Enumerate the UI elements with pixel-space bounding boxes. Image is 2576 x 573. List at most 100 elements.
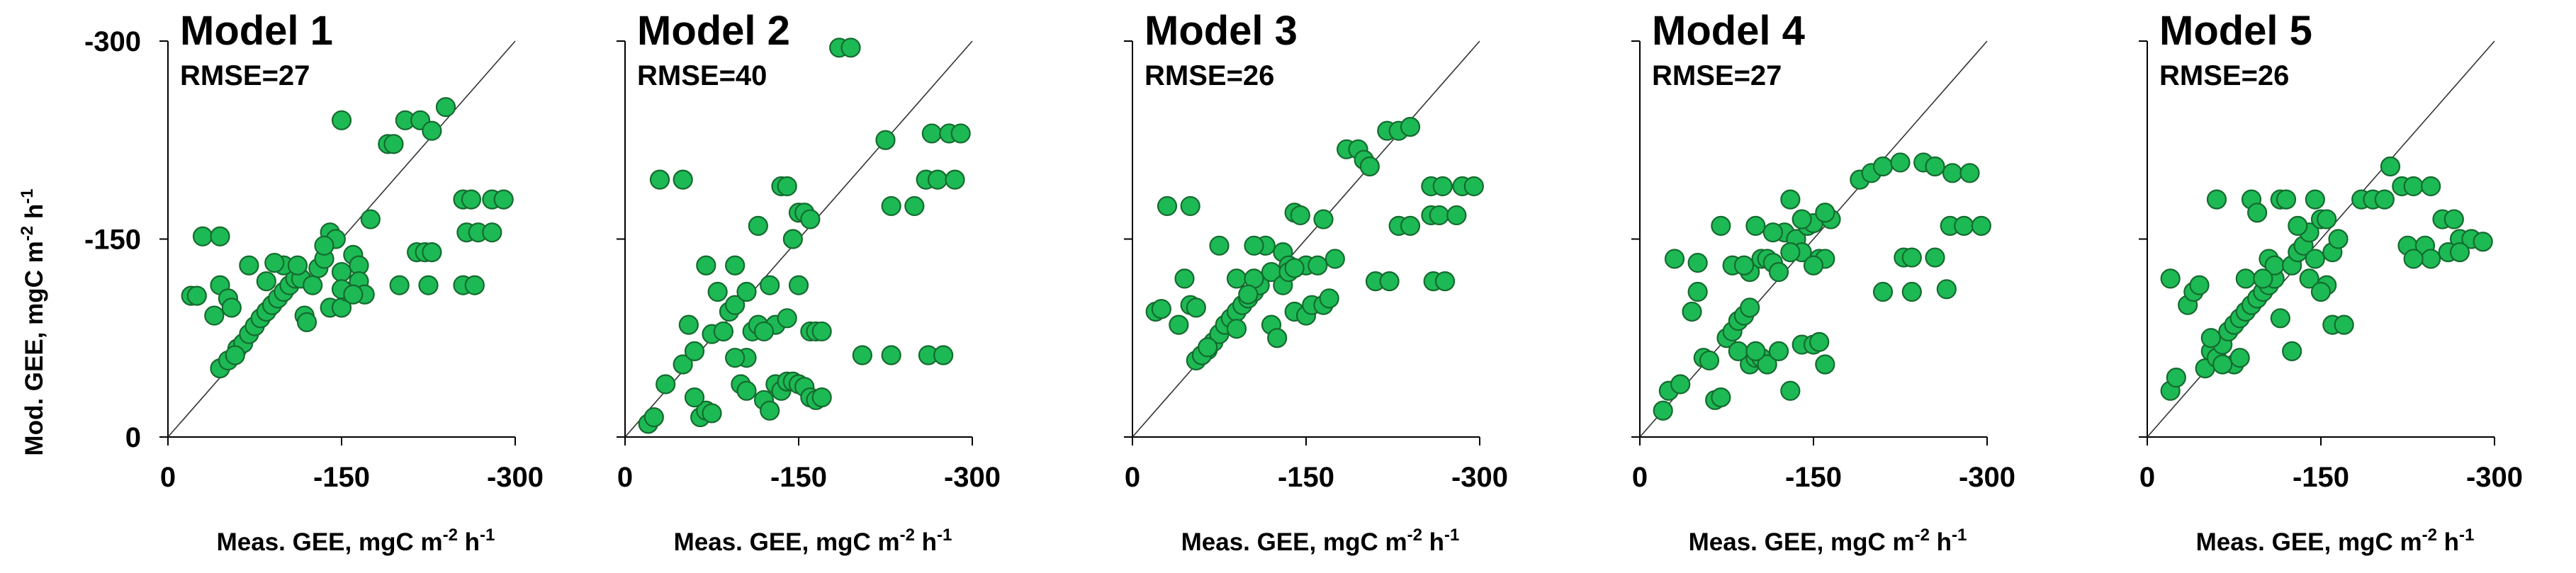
- scatter-point: [1290, 205, 1310, 226]
- scatter-point: [1244, 235, 1264, 256]
- scatter-point: [204, 305, 225, 326]
- scatter-point: [1745, 341, 1766, 361]
- scatter-point: [2443, 209, 2464, 229]
- scatter-point: [673, 169, 693, 190]
- scatter-point: [1434, 271, 1456, 292]
- scatter-point: [1780, 380, 1801, 401]
- x-tick-label: -150: [1278, 462, 1334, 493]
- scatter-point: [2449, 242, 2470, 263]
- scatter-point: [1400, 117, 1421, 137]
- scatter-point: [1463, 176, 1484, 197]
- panel-title: Model 4: [1652, 8, 1805, 54]
- scatter-point: [1432, 176, 1453, 197]
- scatter-point: [210, 226, 230, 246]
- scatter-point: [1954, 215, 1974, 236]
- scatter-point: [881, 195, 901, 217]
- scatter-point: [2282, 341, 2302, 361]
- scatter-point: [2334, 314, 2354, 335]
- scatter-point: [256, 271, 276, 292]
- scatter-point: [221, 297, 242, 318]
- scatter-point: [435, 97, 456, 118]
- scatter-point: [1745, 215, 1766, 236]
- scatter-point: [389, 275, 410, 295]
- scatter-point: [1157, 195, 1178, 217]
- scatter-point: [296, 312, 317, 332]
- scatter-point: [1324, 249, 1345, 269]
- scatter-point: [1925, 247, 1945, 268]
- rmse-label: RMSE=27: [180, 60, 310, 91]
- scatter-point: [1936, 279, 1957, 300]
- scatter-point: [684, 341, 705, 361]
- x-tick-label: 0: [1632, 462, 1648, 493]
- scatter-point: [1711, 387, 1731, 408]
- scatter-point: [2247, 203, 2268, 223]
- scatter-point: [2473, 232, 2493, 252]
- scatter-point: [2299, 268, 2319, 289]
- rmse-label: RMSE=40: [637, 60, 767, 91]
- scatter-point: [2235, 268, 2256, 289]
- scatter-point: [1768, 341, 1789, 361]
- scatter-point: [702, 403, 722, 424]
- scatter-point: [1169, 314, 1189, 335]
- scatter-point: [1429, 205, 1449, 226]
- scatter-point: [933, 345, 954, 365]
- scatter-point: [760, 400, 780, 421]
- scatter-point: [1757, 354, 1777, 375]
- scatter-point: [1664, 249, 1685, 269]
- scatter-point: [192, 226, 213, 246]
- panel-model-4: 0 -150 -300 Model 4 RMSE=27 Meas. GEE, mgC m-…: [1631, 8, 2015, 556]
- scatter-point: [2212, 354, 2233, 375]
- scatter-point: [811, 387, 832, 408]
- x-axis-label: Meas. GEE, mgC m-2 h-1: [1689, 526, 1967, 556]
- scatter-point: [1186, 297, 1206, 318]
- scatter-point: [314, 235, 334, 256]
- x-tick-label: -150: [1785, 462, 1842, 493]
- scatter-point: [331, 261, 352, 283]
- scatter-point: [303, 275, 323, 295]
- scatter-point: [1762, 222, 1783, 243]
- scatter-point: [707, 281, 728, 302]
- scatter-point: [186, 285, 207, 306]
- scatter-point: [1446, 205, 1467, 226]
- scatter-point: [2317, 209, 2337, 229]
- panel-title: Model 2: [637, 8, 790, 54]
- scatter-point: [2403, 176, 2424, 197]
- scatter-point: [921, 123, 942, 144]
- scatter-point: [287, 255, 308, 276]
- scatter-point: [1319, 288, 1339, 309]
- scatter-point: [1180, 195, 1200, 217]
- scatter-point: [1901, 247, 1922, 268]
- scatter-point: [725, 255, 746, 276]
- scatter-point: [2421, 249, 2441, 269]
- scatter-point: [422, 242, 442, 263]
- scatter-point: [753, 321, 775, 342]
- scatter-point: [678, 314, 699, 335]
- scatter-point: [1942, 163, 1963, 183]
- scatter-point: [748, 215, 768, 236]
- scatter-point: [239, 255, 259, 276]
- x-axis-label: Meas. GEE, mgC m-2 h-1: [2196, 526, 2475, 556]
- scatter-point: [482, 222, 502, 243]
- scatter-point: [2270, 308, 2290, 329]
- one-to-one-line: [2147, 40, 2495, 438]
- panel-model-3: 0 -150 -300 Model 3 RMSE=26 Meas. GEE, mgC m-…: [1124, 8, 1508, 556]
- scatter-point: [736, 380, 757, 401]
- y-axis-label: Mod. GEE, mgC m-2 h-1: [18, 188, 48, 455]
- scatter-point: [418, 275, 439, 295]
- scatter-point: [736, 281, 757, 302]
- scatter-point: [343, 284, 364, 305]
- y-axis-label-text: Mod. GEE, mgC m-2 h-1: [18, 188, 48, 455]
- scatter-point: [777, 176, 797, 197]
- scatter-point: [2206, 189, 2227, 210]
- scatter-point: [2288, 215, 2308, 236]
- scatter-point: [1815, 203, 1835, 223]
- scatter-point: [1733, 255, 1755, 276]
- scatter-point: [713, 321, 733, 342]
- scatter-point: [1198, 337, 1218, 358]
- scatter-point: [927, 169, 948, 190]
- scatter-point: [1780, 189, 1801, 210]
- x-tick-label: -300: [1959, 462, 2015, 493]
- scatter-point: [1313, 209, 1334, 229]
- x-tick-label: 0: [160, 462, 176, 493]
- scatter-point: [2166, 368, 2186, 388]
